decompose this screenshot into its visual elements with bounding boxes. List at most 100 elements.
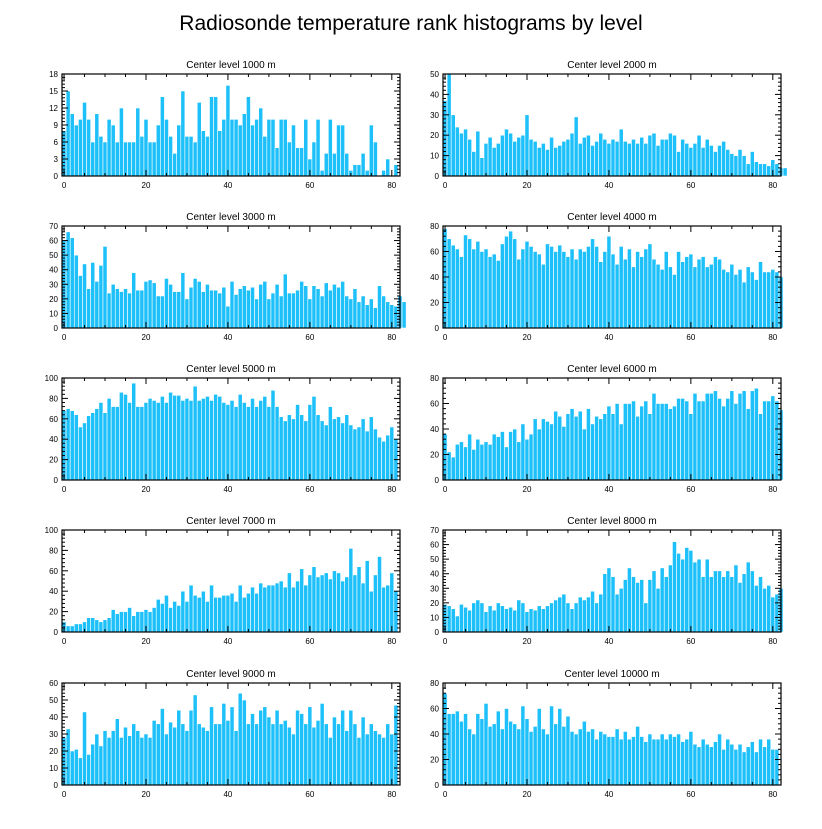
histogram-bar bbox=[78, 623, 83, 633]
histogram-bar bbox=[565, 138, 571, 177]
histogram-bar bbox=[135, 730, 141, 786]
y-tick-label: 6 bbox=[54, 138, 59, 147]
histogram-bar bbox=[676, 251, 681, 329]
y-tick-label: 20 bbox=[430, 451, 439, 460]
histogram-bar bbox=[586, 134, 591, 177]
histogram-bar bbox=[684, 400, 690, 481]
histogram-bar bbox=[266, 119, 272, 177]
histogram-bar bbox=[700, 147, 706, 177]
histogram-bar bbox=[143, 281, 149, 329]
histogram-bar bbox=[725, 398, 731, 481]
histogram-bar bbox=[606, 567, 612, 633]
histogram-bar bbox=[110, 406, 116, 481]
histogram-bar bbox=[471, 602, 477, 633]
histogram-bar bbox=[110, 283, 116, 329]
histogram-bar bbox=[205, 396, 210, 481]
histogram-bar bbox=[668, 132, 673, 177]
histogram-bar bbox=[147, 279, 153, 329]
histogram-bar bbox=[119, 107, 124, 177]
histogram-bar bbox=[295, 289, 300, 329]
histogram-bar bbox=[475, 599, 481, 633]
histogram-bar bbox=[541, 143, 546, 177]
histogram-bar bbox=[774, 271, 780, 329]
histogram-bar bbox=[180, 272, 186, 329]
histogram-bar bbox=[618, 738, 624, 786]
histogram-bar bbox=[627, 143, 632, 177]
histogram-bar bbox=[557, 244, 563, 329]
histogram-bar bbox=[610, 138, 616, 177]
histogram-bar bbox=[131, 615, 137, 633]
histogram-bar bbox=[278, 119, 284, 177]
histogram-bar bbox=[467, 138, 472, 177]
histogram-bar bbox=[581, 720, 587, 786]
histogram-bar bbox=[471, 733, 477, 786]
histogram-bar bbox=[65, 408, 71, 481]
histogram-bar bbox=[311, 726, 317, 786]
y-tick-label: 10 bbox=[49, 309, 58, 318]
histogram-bar bbox=[504, 608, 509, 633]
histogram-bar bbox=[155, 295, 161, 329]
histogram-bar bbox=[655, 145, 661, 177]
histogram-bar bbox=[557, 145, 563, 177]
histogram-bar bbox=[733, 274, 739, 329]
histogram-bar bbox=[368, 416, 374, 481]
histogram-bar bbox=[446, 713, 452, 786]
histogram-bar bbox=[463, 606, 468, 633]
histogram-bar bbox=[114, 613, 120, 633]
histogram-bar bbox=[758, 163, 763, 177]
histogram-bar bbox=[573, 602, 579, 633]
histogram-bar bbox=[241, 402, 247, 481]
x-tick-label: 20 bbox=[142, 637, 151, 646]
histogram-bar bbox=[246, 289, 251, 329]
histogram-bar bbox=[180, 90, 186, 177]
histogram-bar bbox=[737, 269, 743, 329]
histogram-bar bbox=[500, 605, 505, 633]
histogram-bar bbox=[356, 164, 362, 177]
histogram-bar bbox=[180, 400, 186, 481]
histogram-bar bbox=[745, 163, 751, 177]
histogram-bar bbox=[749, 151, 755, 177]
histogram-bar bbox=[151, 282, 157, 329]
histogram-bar bbox=[287, 414, 292, 481]
histogram-bar bbox=[102, 141, 108, 177]
histogram-bar bbox=[676, 398, 681, 481]
histogram-bar bbox=[319, 574, 325, 633]
histogram-bar bbox=[614, 263, 620, 329]
histogram-bar bbox=[172, 153, 178, 177]
x-tick-label: 60 bbox=[686, 790, 695, 799]
histogram-bar bbox=[479, 718, 485, 786]
histogram-bar bbox=[745, 408, 751, 481]
histogram-bar bbox=[733, 564, 739, 633]
histogram-bar bbox=[475, 438, 481, 481]
histogram-bar bbox=[561, 141, 567, 177]
histogram-bar bbox=[749, 390, 755, 481]
histogram-bar bbox=[442, 433, 448, 481]
histogram-bar bbox=[340, 580, 345, 633]
histogram-bar bbox=[614, 593, 620, 633]
histogram-bar bbox=[598, 593, 604, 633]
histogram-bar bbox=[684, 143, 690, 177]
histogram-bar bbox=[696, 558, 702, 633]
x-tick-label: 20 bbox=[523, 637, 532, 646]
histogram-bar bbox=[598, 418, 604, 481]
histogram-bar bbox=[577, 728, 583, 786]
histogram-bar bbox=[151, 400, 157, 481]
histogram-bar bbox=[164, 119, 169, 177]
histogram-bar bbox=[381, 295, 386, 329]
x-tick-label: 40 bbox=[223, 790, 232, 799]
histogram-bar bbox=[94, 113, 100, 177]
x-tick-label: 0 bbox=[443, 181, 448, 190]
histogram-bar bbox=[69, 410, 75, 481]
x-tick-label: 60 bbox=[686, 181, 695, 190]
histogram-bar bbox=[573, 116, 579, 177]
histogram-bar bbox=[102, 730, 108, 786]
histogram-bar bbox=[721, 576, 726, 633]
histogram-bar bbox=[659, 403, 665, 481]
histogram-bar bbox=[270, 389, 276, 481]
histogram-bar bbox=[594, 141, 599, 177]
histogram-bar bbox=[205, 730, 210, 786]
histogram-bar bbox=[483, 143, 489, 177]
x-tick-label: 60 bbox=[686, 333, 695, 342]
x-tick-label: 60 bbox=[305, 485, 314, 494]
